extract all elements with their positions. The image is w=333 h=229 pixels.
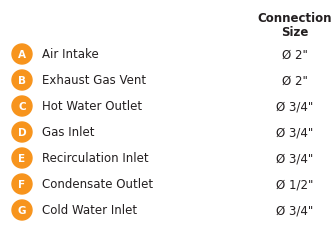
Text: G: G <box>18 205 26 215</box>
Circle shape <box>12 200 32 220</box>
Text: Connection: Connection <box>258 12 332 25</box>
Text: Condensate Outlet: Condensate Outlet <box>42 178 153 191</box>
Text: Cold Water Inlet: Cold Water Inlet <box>42 204 137 217</box>
Text: E: E <box>18 153 26 163</box>
Text: Air Intake: Air Intake <box>42 48 99 61</box>
Text: Size: Size <box>281 26 309 39</box>
Text: A: A <box>18 50 26 60</box>
Text: B: B <box>18 76 26 86</box>
Text: Ø 3/4": Ø 3/4" <box>276 204 314 217</box>
Text: Ø 3/4": Ø 3/4" <box>276 152 314 165</box>
Text: Ø 3/4": Ø 3/4" <box>276 100 314 113</box>
Circle shape <box>12 45 32 65</box>
Text: D: D <box>18 128 26 137</box>
Text: Ø 2": Ø 2" <box>282 74 308 87</box>
Text: Hot Water Outlet: Hot Water Outlet <box>42 100 142 113</box>
Circle shape <box>12 97 32 117</box>
Text: Ø 3/4": Ø 3/4" <box>276 126 314 139</box>
Text: F: F <box>18 179 26 189</box>
Circle shape <box>12 174 32 194</box>
Text: Gas Inlet: Gas Inlet <box>42 126 95 139</box>
Circle shape <box>12 71 32 91</box>
Circle shape <box>12 148 32 168</box>
Text: Recirculation Inlet: Recirculation Inlet <box>42 152 149 165</box>
Text: Ø 2": Ø 2" <box>282 48 308 61</box>
Text: Exhaust Gas Vent: Exhaust Gas Vent <box>42 74 146 87</box>
Text: Ø 1/2": Ø 1/2" <box>276 178 314 191</box>
Text: C: C <box>18 101 26 112</box>
Circle shape <box>12 123 32 142</box>
